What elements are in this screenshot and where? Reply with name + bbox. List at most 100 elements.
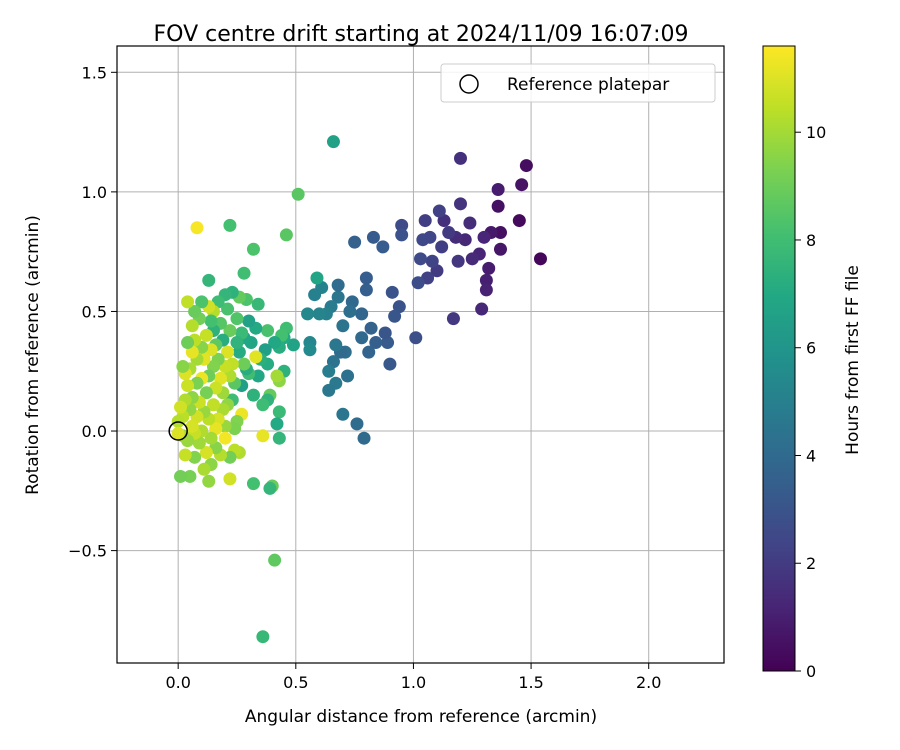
colorbar-tick-label: 2 bbox=[806, 554, 816, 573]
colorbar-ticks: 0 2 4 6 8 10 bbox=[795, 123, 826, 681]
data-point bbox=[256, 630, 270, 644]
data-point bbox=[268, 553, 282, 567]
data-point bbox=[432, 204, 446, 218]
x-tick-label: 0.0 bbox=[165, 673, 190, 692]
data-point bbox=[270, 417, 284, 431]
data-point bbox=[329, 338, 343, 352]
plot-frame bbox=[116, 45, 725, 664]
data-point bbox=[479, 273, 493, 287]
data-point bbox=[491, 199, 505, 213]
data-point bbox=[268, 336, 282, 350]
data-point bbox=[195, 295, 209, 309]
colorbar-tick-label: 0 bbox=[806, 662, 816, 681]
data-point bbox=[475, 302, 489, 316]
data-point bbox=[376, 240, 390, 254]
data-point bbox=[482, 261, 496, 275]
data-point bbox=[366, 230, 380, 244]
data-point bbox=[251, 297, 265, 311]
data-point bbox=[331, 290, 345, 304]
data-point bbox=[246, 242, 260, 256]
data-point bbox=[364, 321, 378, 335]
y-axis-ticks: −0.5 0.0 0.5 1.0 1.5 bbox=[68, 63, 117, 561]
data-point bbox=[185, 419, 199, 433]
legend-marker-reference bbox=[459, 74, 479, 94]
data-point bbox=[183, 469, 197, 483]
data-point bbox=[331, 278, 345, 292]
y-tick-label: 0.0 bbox=[82, 422, 107, 441]
data-point bbox=[310, 271, 324, 285]
data-point bbox=[378, 326, 392, 340]
data-point bbox=[336, 407, 350, 421]
data-point bbox=[416, 233, 430, 247]
data-point bbox=[308, 288, 322, 302]
data-point bbox=[359, 283, 373, 297]
data-point bbox=[411, 276, 425, 290]
data-point bbox=[385, 285, 399, 299]
data-point bbox=[383, 357, 397, 371]
data-point bbox=[190, 221, 204, 235]
colorbar-label: Hours from first FF file bbox=[843, 265, 863, 455]
data-point bbox=[181, 295, 195, 309]
data-point bbox=[414, 252, 427, 266]
data-point bbox=[218, 431, 232, 445]
data-point bbox=[395, 218, 409, 232]
data-point bbox=[249, 350, 263, 364]
data-point bbox=[463, 216, 477, 230]
data-point bbox=[270, 369, 284, 383]
data-point bbox=[359, 271, 373, 285]
data-point bbox=[355, 331, 369, 345]
data-point bbox=[362, 345, 376, 359]
data-point bbox=[204, 314, 218, 328]
data-point bbox=[174, 469, 188, 483]
data-point bbox=[425, 254, 439, 268]
data-point bbox=[221, 345, 235, 359]
x-tick-label: 1.0 bbox=[401, 673, 426, 692]
data-points bbox=[171, 135, 547, 644]
data-point bbox=[199, 328, 213, 342]
data-point bbox=[312, 307, 326, 321]
data-point bbox=[223, 218, 237, 232]
data-point bbox=[230, 336, 244, 350]
data-point bbox=[263, 481, 277, 495]
data-point bbox=[326, 135, 340, 149]
y-axis-label: Rotation from reference (arcmin) bbox=[23, 215, 43, 495]
data-point bbox=[171, 426, 185, 440]
data-point bbox=[199, 386, 213, 400]
data-point bbox=[261, 324, 275, 338]
y-tick-label: 0.5 bbox=[82, 302, 107, 321]
x-axis-ticks: 0.0 0.5 1.0 1.5 2.0 bbox=[165, 663, 661, 692]
data-point bbox=[369, 336, 383, 350]
data-point bbox=[418, 214, 432, 228]
data-point bbox=[204, 431, 218, 445]
data-point bbox=[202, 474, 216, 488]
data-point bbox=[202, 273, 216, 287]
data-point bbox=[348, 235, 362, 249]
data-point bbox=[395, 228, 409, 242]
data-point bbox=[181, 336, 195, 350]
data-point bbox=[197, 462, 211, 476]
data-point bbox=[493, 242, 507, 256]
data-point bbox=[174, 400, 188, 414]
data-point bbox=[451, 254, 465, 268]
data-point bbox=[477, 230, 491, 244]
data-point bbox=[237, 266, 251, 280]
data-point bbox=[453, 197, 467, 211]
data-point bbox=[230, 312, 244, 326]
data-point bbox=[442, 226, 456, 240]
x-tick-label: 2.0 bbox=[636, 673, 661, 692]
data-point bbox=[515, 178, 529, 192]
data-point bbox=[343, 304, 357, 318]
data-point bbox=[519, 159, 533, 173]
data-point bbox=[246, 388, 260, 402]
data-point bbox=[341, 369, 355, 383]
reference-marker bbox=[168, 421, 188, 441]
data-point bbox=[181, 379, 195, 393]
data-point bbox=[350, 417, 364, 431]
data-point bbox=[256, 398, 270, 412]
legend-label-reference: Reference platepar bbox=[507, 75, 669, 95]
data-point bbox=[223, 324, 237, 338]
data-point bbox=[199, 446, 213, 460]
colorbar-tick-label: 4 bbox=[806, 446, 816, 465]
colorbar-tick-label: 8 bbox=[806, 231, 816, 250]
